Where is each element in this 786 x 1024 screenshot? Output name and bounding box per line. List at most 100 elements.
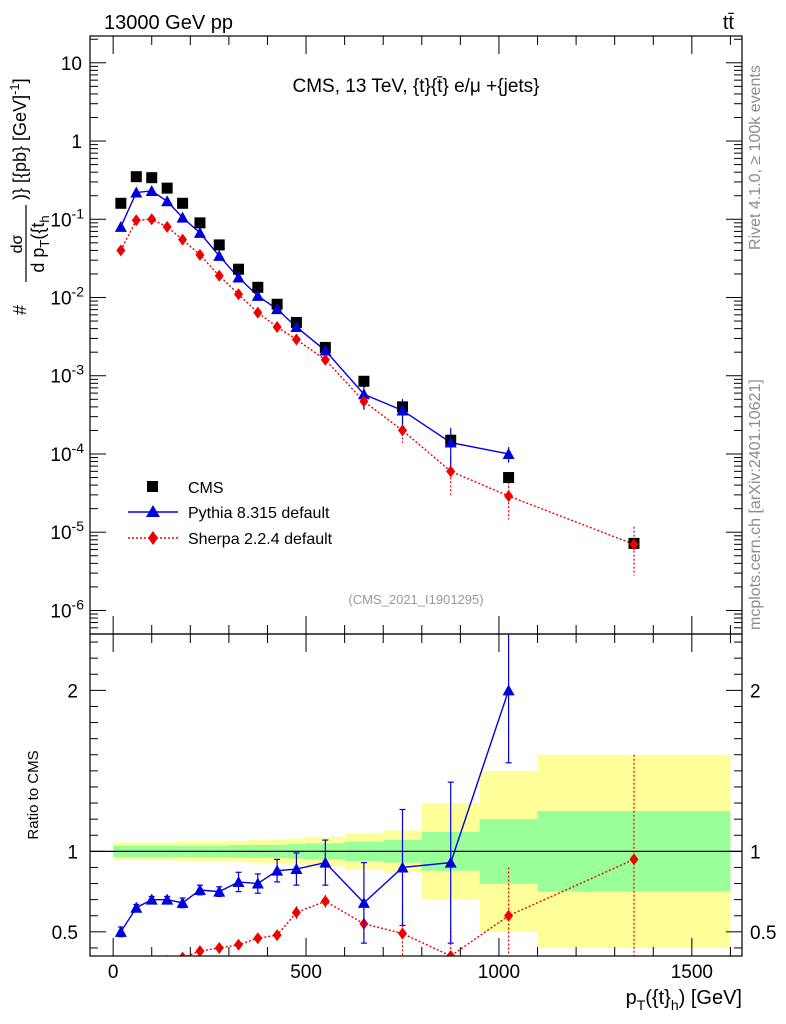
energy-label: 13000 GeV pp [104,12,233,34]
top-y-tick-label: 10-4 [50,440,84,466]
sherpa-point [291,333,301,346]
sherpa-ratio-point [166,954,169,956]
pythia-line [120,190,509,455]
pythia-ratio-point [161,893,174,905]
ratio-x-tick-label: 0 [108,962,119,983]
pythia-point [176,211,189,223]
sherpa-point [320,353,330,366]
ratio-y-tick-label-right: 1 [750,842,761,863]
top-y-axis-numerator: dσ [9,234,26,253]
cms-point [252,281,264,293]
top-y-tick-label: 10-3 [50,362,84,388]
sherpa-ratio-point [147,958,156,970]
analysis-tag: (CMS_2021_I1901295) [348,592,483,607]
ratio-y-axis-title: Ratio to CMS [25,750,42,839]
sherpa-ratio-point [291,906,301,919]
top-y-axis: 10-6 10-5 10-4 10-3 10-2 10-1 1 10 [50,36,742,635]
cms-point [358,375,370,387]
pythia-ratio-point [251,877,264,889]
mcplots-credit-label: mcplots.cern.ch [arXiv:2401.10621] [747,379,764,630]
sherpa-point [397,424,407,437]
pythia-point [145,184,158,196]
sherpa-ratio-point [397,927,407,940]
sherpa-point [359,395,369,408]
sherpa-ratio-point [629,853,639,866]
cms-point [194,217,206,229]
sherpa-point [162,220,172,233]
cms-point [177,197,189,209]
legend-cms-label: CMS [188,480,224,497]
sherpa-ratio-point [253,932,263,945]
ratio-y-tick-label-right: 2 [750,681,761,702]
top-y-axis-title-text: # [10,305,30,315]
ratio-y-tick-label-right: 0.5 [750,923,776,944]
plot-title: CMS, 13 TeV, {t}{t̄} e/μ +{jets} [292,76,539,97]
sherpa-point [253,306,263,319]
cms-point [115,197,127,209]
pythia-ratio-line [120,690,510,933]
pythia-ratio-point [232,875,245,887]
pythia-ratio-point [193,883,206,895]
sherpa-ratio-point [195,945,205,956]
legend: CMS Pythia 8.315 default Sherpa 2.2.4 de… [128,480,333,548]
ratio-x-axis: 0 500 1000 1500 [108,634,731,983]
legend-cms-marker [147,481,158,492]
top-y-tick-label: 10-6 [50,596,84,622]
sherpa-point [504,490,514,503]
pythia-ratio-point [213,885,226,897]
sherpa-ratio-point [234,938,244,951]
top-plot-area [114,171,640,576]
ratio-panel: 0.5 0.5 1 1 2 2 0 500 1000 1500 Ratio to CMS pT(… [25,633,776,1013]
pythia-ratio-point [271,864,284,876]
pythia-ratio-point [502,684,515,696]
top-y-tick-label: 10-1 [50,205,84,231]
pythia-point [130,186,143,198]
pythia-point [251,289,264,301]
ratio-plot-area [90,634,742,970]
sherpa-ratio-point [504,909,514,922]
legend-pythia-marker [146,505,160,517]
cms-point [130,171,142,183]
pythia-point [213,249,226,261]
ratio-y-tick-label: 1 [67,842,78,863]
process-label: tt̄ [723,12,735,34]
sherpa-point [272,320,282,333]
pythia-point [357,388,370,400]
sherpa-ratio-point [179,951,186,956]
pythia-point [319,344,332,356]
legend-pythia-label: Pythia 8.315 default [188,505,330,522]
cross-section-panel: 10-6 10-5 10-4 10-3 10-2 10-1 1 10 CMS, 13 TeV,… [7,35,743,635]
top-y-axis-title: # dσ d pT({th )} [{pb} [GeV]-1] [7,78,52,315]
pythia-ratio-point [176,896,189,908]
top-y-axis-units: )} [{pb} [GeV]-1] [7,78,30,200]
sherpa-ratio-point [320,895,330,908]
sherpa-ratio-point [446,950,456,956]
sherpa-point [147,213,157,226]
pythia-point [396,404,409,416]
pythia-point [444,436,457,448]
cms-point [503,472,515,484]
cms-point [213,239,225,251]
top-series [114,171,640,576]
ratio-x-tick-label: 1000 [478,962,520,983]
pythia-ratio-point [290,863,303,875]
pythia-point [114,220,127,232]
top-y-axis-denominator: d pT({th [28,215,52,272]
pythia-point [271,303,284,315]
pythia-point [290,320,303,332]
sherpa-point [131,214,141,227]
sherpa-point [214,269,224,282]
pythia-ratio-point [319,856,332,868]
top-y-tick-label: 10-5 [50,518,84,544]
legend-sherpa-marker [148,531,158,545]
pythia-ratio-point [130,901,143,913]
legend-sherpa-label: Sherpa 2.2.4 default [188,531,333,548]
sherpa-ratio-point [214,941,224,954]
pythia-ratio-point [114,925,127,937]
sherpa-point [629,538,639,551]
ratio-y-tick-label: 2 [67,681,78,702]
sherpa-point [178,233,188,246]
pythia-point [193,226,206,238]
ratio-x-tick-label: 1500 [671,962,713,983]
